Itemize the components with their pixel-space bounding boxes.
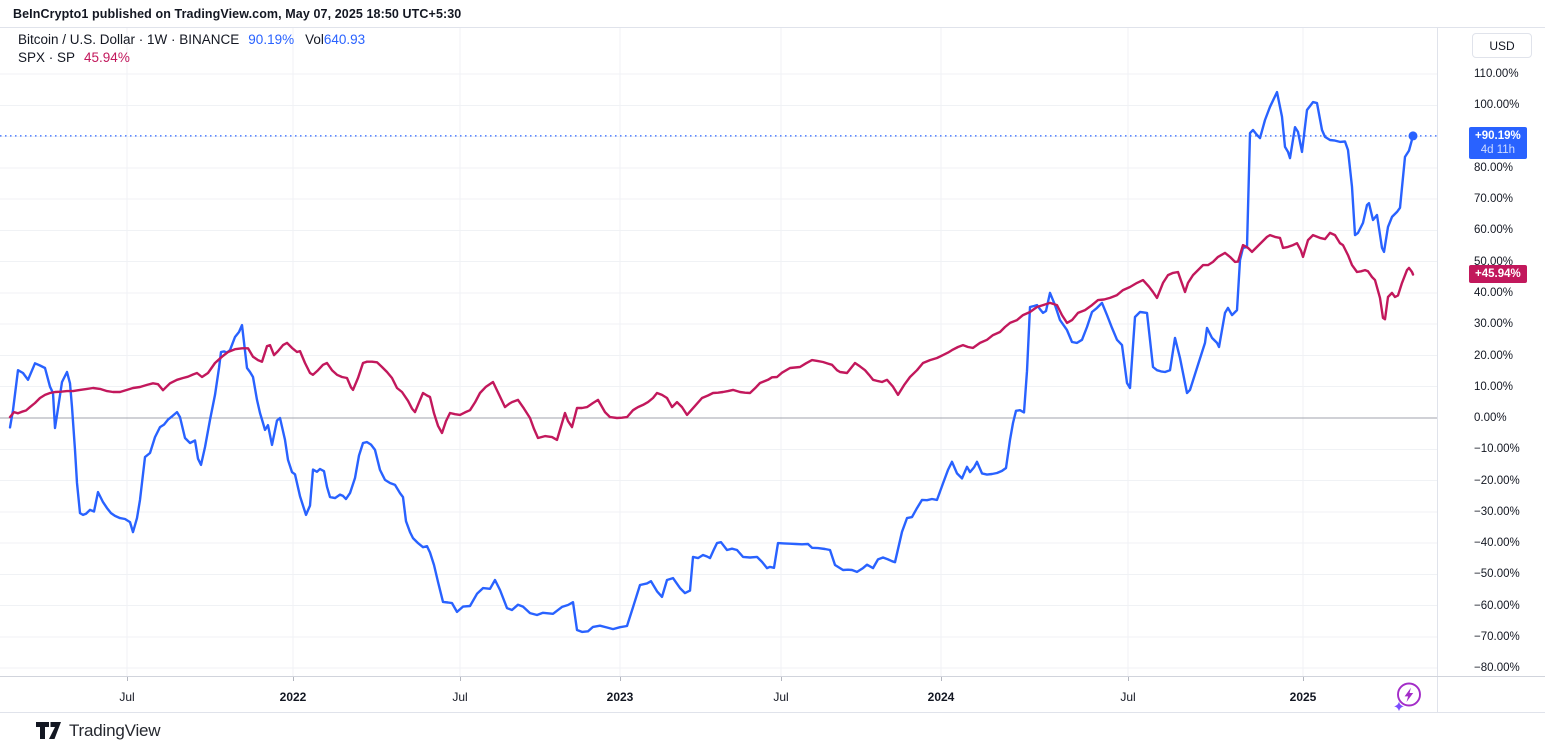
price-scale-label: −70.00% bbox=[1474, 630, 1520, 643]
price-scale-label: −60.00% bbox=[1474, 599, 1520, 612]
time-axis-label: 2022 bbox=[279, 690, 307, 704]
time-axis-label: 2025 bbox=[1289, 690, 1317, 704]
price-scale-label: 80.00% bbox=[1474, 161, 1514, 174]
lightning-button[interactable] bbox=[1391, 681, 1427, 717]
spx-symbol-label[interactable]: SPX · SP bbox=[18, 50, 76, 65]
price-scale-label: −30.00% bbox=[1474, 505, 1520, 518]
spx-change-value: 45.94% bbox=[84, 50, 130, 65]
bitcoin-symbol-label[interactable]: Bitcoin / U.S. Dollar · 1W · BINANCE bbox=[18, 32, 240, 47]
price-scale-label: 20.00% bbox=[1474, 349, 1514, 362]
price-scale-label: 110.00% bbox=[1474, 68, 1519, 80]
time-axis-tick bbox=[293, 677, 294, 681]
bitcoin-price-badge-value: +90.19% bbox=[1475, 129, 1521, 142]
time-axis-tick bbox=[781, 677, 782, 681]
last-price-marker bbox=[1408, 131, 1418, 141]
price-scale-label: −50.00% bbox=[1474, 568, 1520, 581]
tradingview-logo-icon[interactable] bbox=[36, 722, 61, 739]
tradingview-wordmark[interactable]: TradingView bbox=[69, 720, 161, 740]
price-scale-label: 50.00% bbox=[1474, 255, 1514, 268]
time-axis-label: Jul bbox=[452, 690, 468, 704]
volume-label: Vol bbox=[305, 32, 324, 47]
price-scale-label: 30.00% bbox=[1474, 318, 1514, 331]
time-axis-tick bbox=[1128, 677, 1129, 681]
bitcoin-change-value: 90.19% bbox=[248, 32, 295, 47]
attribution-footer: TradingView bbox=[0, 714, 1545, 747]
price-scale-label: 60.00% bbox=[1474, 224, 1514, 237]
bitcoin-line[interactable] bbox=[8, 90, 1415, 634]
price-scale-label: −20.00% bbox=[1474, 474, 1520, 487]
price-scale-label: 70.00% bbox=[1474, 193, 1514, 206]
time-axis-tick bbox=[127, 677, 128, 681]
time-axis-tick bbox=[1303, 677, 1304, 681]
bar-countdown: 4d 11h bbox=[1480, 143, 1516, 156]
time-axis-label: 2024 bbox=[927, 690, 955, 704]
time-axis-label: Jul bbox=[119, 690, 135, 704]
sparkle-icon bbox=[1394, 701, 1404, 712]
spx-price-badge-value: +45.94% bbox=[1475, 268, 1521, 281]
axis-corner-divider bbox=[1437, 677, 1438, 713]
chart-pane[interactable]: Bitcoin / U.S. Dollar · 1W · BINANCE 90.… bbox=[0, 28, 1437, 712]
price-scale[interactable]: USD 110.00%100.00%90.00%80.00%70.00%60.0… bbox=[1437, 28, 1545, 676]
price-scale-label: 100.00% bbox=[1474, 99, 1520, 112]
chart-canvas bbox=[0, 28, 1437, 676]
spx-line[interactable] bbox=[8, 231, 1415, 442]
legend-row-spx[interactable]: SPX · SP 45.94% bbox=[18, 50, 365, 68]
spx-price-badge: +45.94% bbox=[1469, 265, 1527, 284]
bolt-icon bbox=[1404, 687, 1414, 702]
price-scale-label: −80.00% bbox=[1474, 662, 1520, 675]
time-axis-label: Jul bbox=[773, 690, 789, 704]
currency-toggle-usd[interactable]: USD bbox=[1472, 33, 1532, 58]
price-scale-label: 10.00% bbox=[1474, 380, 1514, 393]
legend-row-bitcoin[interactable]: Bitcoin / U.S. Dollar · 1W · BINANCE 90.… bbox=[18, 32, 365, 50]
time-axis-tick bbox=[460, 677, 461, 681]
volume-value: 640.93 bbox=[323, 32, 366, 47]
chart-legend: Bitcoin / U.S. Dollar · 1W · BINANCE 90.… bbox=[18, 32, 365, 68]
time-axis-label: Jul bbox=[1120, 690, 1136, 704]
attribution-text: BeInCrypto1 published on TradingView.com… bbox=[13, 6, 462, 21]
time-scale[interactable]: Jul 2022 Jul 2023 Jul 2024 Jul 2025 bbox=[0, 676, 1545, 713]
price-scale-label: 0.00% bbox=[1474, 412, 1507, 424]
attribution-bar: BeInCrypto1 published on TradingView.com… bbox=[0, 0, 1545, 28]
lightning-circle-icon bbox=[1394, 682, 1421, 712]
time-axis-tick bbox=[620, 677, 621, 681]
bitcoin-price-badge: +90.19% 4d 11h bbox=[1469, 126, 1527, 159]
time-axis-label: 2023 bbox=[606, 690, 634, 704]
price-scale-label: 40.00% bbox=[1474, 286, 1514, 299]
price-scale-label: −40.00% bbox=[1474, 537, 1520, 550]
time-axis-tick bbox=[941, 677, 942, 681]
price-scale-label: −10.00% bbox=[1474, 443, 1520, 456]
